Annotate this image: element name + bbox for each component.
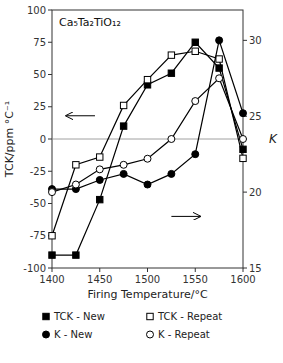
legend-label: K - Repeat <box>158 329 210 340</box>
data-point <box>97 154 103 160</box>
arrow <box>171 216 200 217</box>
data-point <box>73 252 79 258</box>
data-point <box>120 170 127 177</box>
data-point <box>120 123 126 129</box>
data-point <box>192 151 199 158</box>
data-point <box>240 110 247 117</box>
data-point <box>144 76 150 82</box>
arrow <box>66 115 95 116</box>
data-point <box>49 252 55 258</box>
data-point <box>240 155 246 161</box>
data-point <box>192 98 199 105</box>
series-line <box>52 78 243 192</box>
x-tick <box>52 268 53 272</box>
y2-tick-label: 15 <box>249 263 262 274</box>
y2-tick-label: 20 <box>249 187 262 198</box>
data-point <box>168 170 175 177</box>
y-tick <box>48 139 52 140</box>
y-tick-label: -100 <box>23 263 46 274</box>
data-point <box>216 56 222 62</box>
y-tick <box>48 74 52 75</box>
y-axis-label: TCK/ppm °C⁻¹ <box>3 101 16 178</box>
y2-axis-label: K <box>269 132 278 146</box>
data-point <box>144 155 151 162</box>
plot-frame <box>52 10 243 268</box>
series-line <box>52 42 243 255</box>
chart-title: Ca₅Ta₂TiO₁₂ <box>59 16 121 29</box>
y-tick <box>48 106 52 107</box>
y2-tick <box>243 268 247 269</box>
legend-symbol <box>147 313 153 319</box>
data-point <box>120 102 126 108</box>
legend-symbol <box>43 313 49 319</box>
data-point <box>216 37 223 44</box>
series-line <box>52 40 243 189</box>
legend-label: K - New <box>54 329 92 340</box>
y2-tick-label: 25 <box>249 111 262 122</box>
legend-symbol <box>147 331 154 338</box>
data-point <box>120 161 127 168</box>
y2-tick-label: 30 <box>249 35 262 46</box>
legend-label: TCK - New <box>53 311 105 322</box>
y-tick-label: 25 <box>33 101 46 112</box>
x-tick-label: 1450 <box>87 274 112 285</box>
legend-label: TCK - Repeat <box>157 311 222 322</box>
data-point <box>96 176 103 183</box>
data-point <box>49 233 55 239</box>
y-tick-label: 50 <box>33 69 46 80</box>
x-tick-label: 1500 <box>135 274 160 285</box>
data-point <box>96 166 103 173</box>
data-point <box>73 162 79 168</box>
annotations <box>66 116 200 217</box>
data-point <box>168 52 174 58</box>
x-tick-label: 1400 <box>39 274 64 285</box>
chart: 1400 1450 1500 1550 1600 -100 -75 -50 -25 0 25 50 75… <box>0 0 283 363</box>
y-tick-label: 100 <box>27 5 46 16</box>
y-tick <box>48 268 52 269</box>
y-tick-label: -50 <box>30 198 46 209</box>
background <box>0 0 283 363</box>
data-point <box>97 196 103 202</box>
x-tick <box>195 268 196 272</box>
data-point <box>240 136 247 143</box>
y2-tick <box>243 40 247 41</box>
x-tick <box>147 268 148 272</box>
data-point <box>49 189 56 196</box>
y2-tick <box>243 192 247 193</box>
y-tick-label: -25 <box>30 166 46 177</box>
data-point <box>144 181 151 188</box>
y-tick <box>48 10 52 11</box>
legend: TCK - New TCK - Repeat K - New K - Repeat <box>43 311 223 340</box>
data-point <box>192 48 198 54</box>
data-point <box>216 75 223 82</box>
x-tick <box>243 268 244 272</box>
reference-line <box>52 139 243 140</box>
x-tick-label: 1600 <box>230 274 255 285</box>
y-tick <box>48 203 52 204</box>
series-line <box>52 51 243 235</box>
legend-symbol <box>43 331 50 338</box>
y-tick <box>48 171 52 172</box>
data-point <box>192 39 198 45</box>
data-point <box>72 181 79 188</box>
data-point <box>168 136 175 143</box>
x-axis-label: Firing Temperature/°C <box>87 288 207 301</box>
y-tick <box>48 42 52 43</box>
plot-area <box>49 37 247 258</box>
x-tick <box>99 268 100 272</box>
x-tick-label: 1550 <box>183 274 208 285</box>
y-tick-label: 0 <box>40 134 46 145</box>
y-tick-label: -75 <box>30 230 46 241</box>
y-tick-label: 75 <box>33 37 46 48</box>
data-point <box>168 70 174 76</box>
